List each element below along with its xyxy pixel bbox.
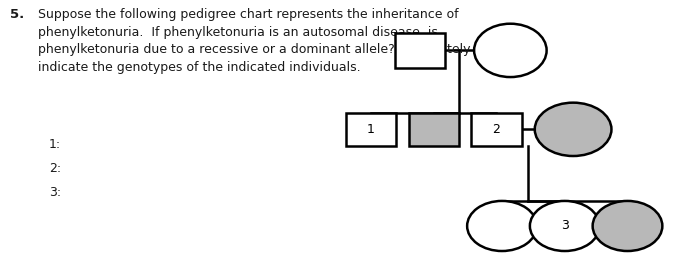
Bar	[395, 33, 444, 68]
Text: 1:: 1:	[49, 138, 61, 150]
Ellipse shape	[530, 201, 600, 251]
Bar	[409, 113, 458, 146]
Ellipse shape	[535, 103, 612, 156]
Text: 5.: 5.	[10, 8, 24, 21]
Text: 2:: 2:	[49, 162, 61, 175]
Ellipse shape	[593, 201, 662, 251]
Text: 2: 2	[493, 123, 500, 136]
Bar	[346, 113, 396, 146]
Ellipse shape	[474, 24, 547, 77]
Bar	[471, 113, 522, 146]
Text: Suppose the following pedigree chart represents the inheritance of
phenylketonur: Suppose the following pedigree chart rep…	[38, 8, 470, 74]
Text: 3:: 3:	[49, 186, 61, 199]
Ellipse shape	[467, 201, 537, 251]
Text: 3: 3	[561, 219, 568, 232]
Text: 1: 1	[367, 123, 375, 136]
